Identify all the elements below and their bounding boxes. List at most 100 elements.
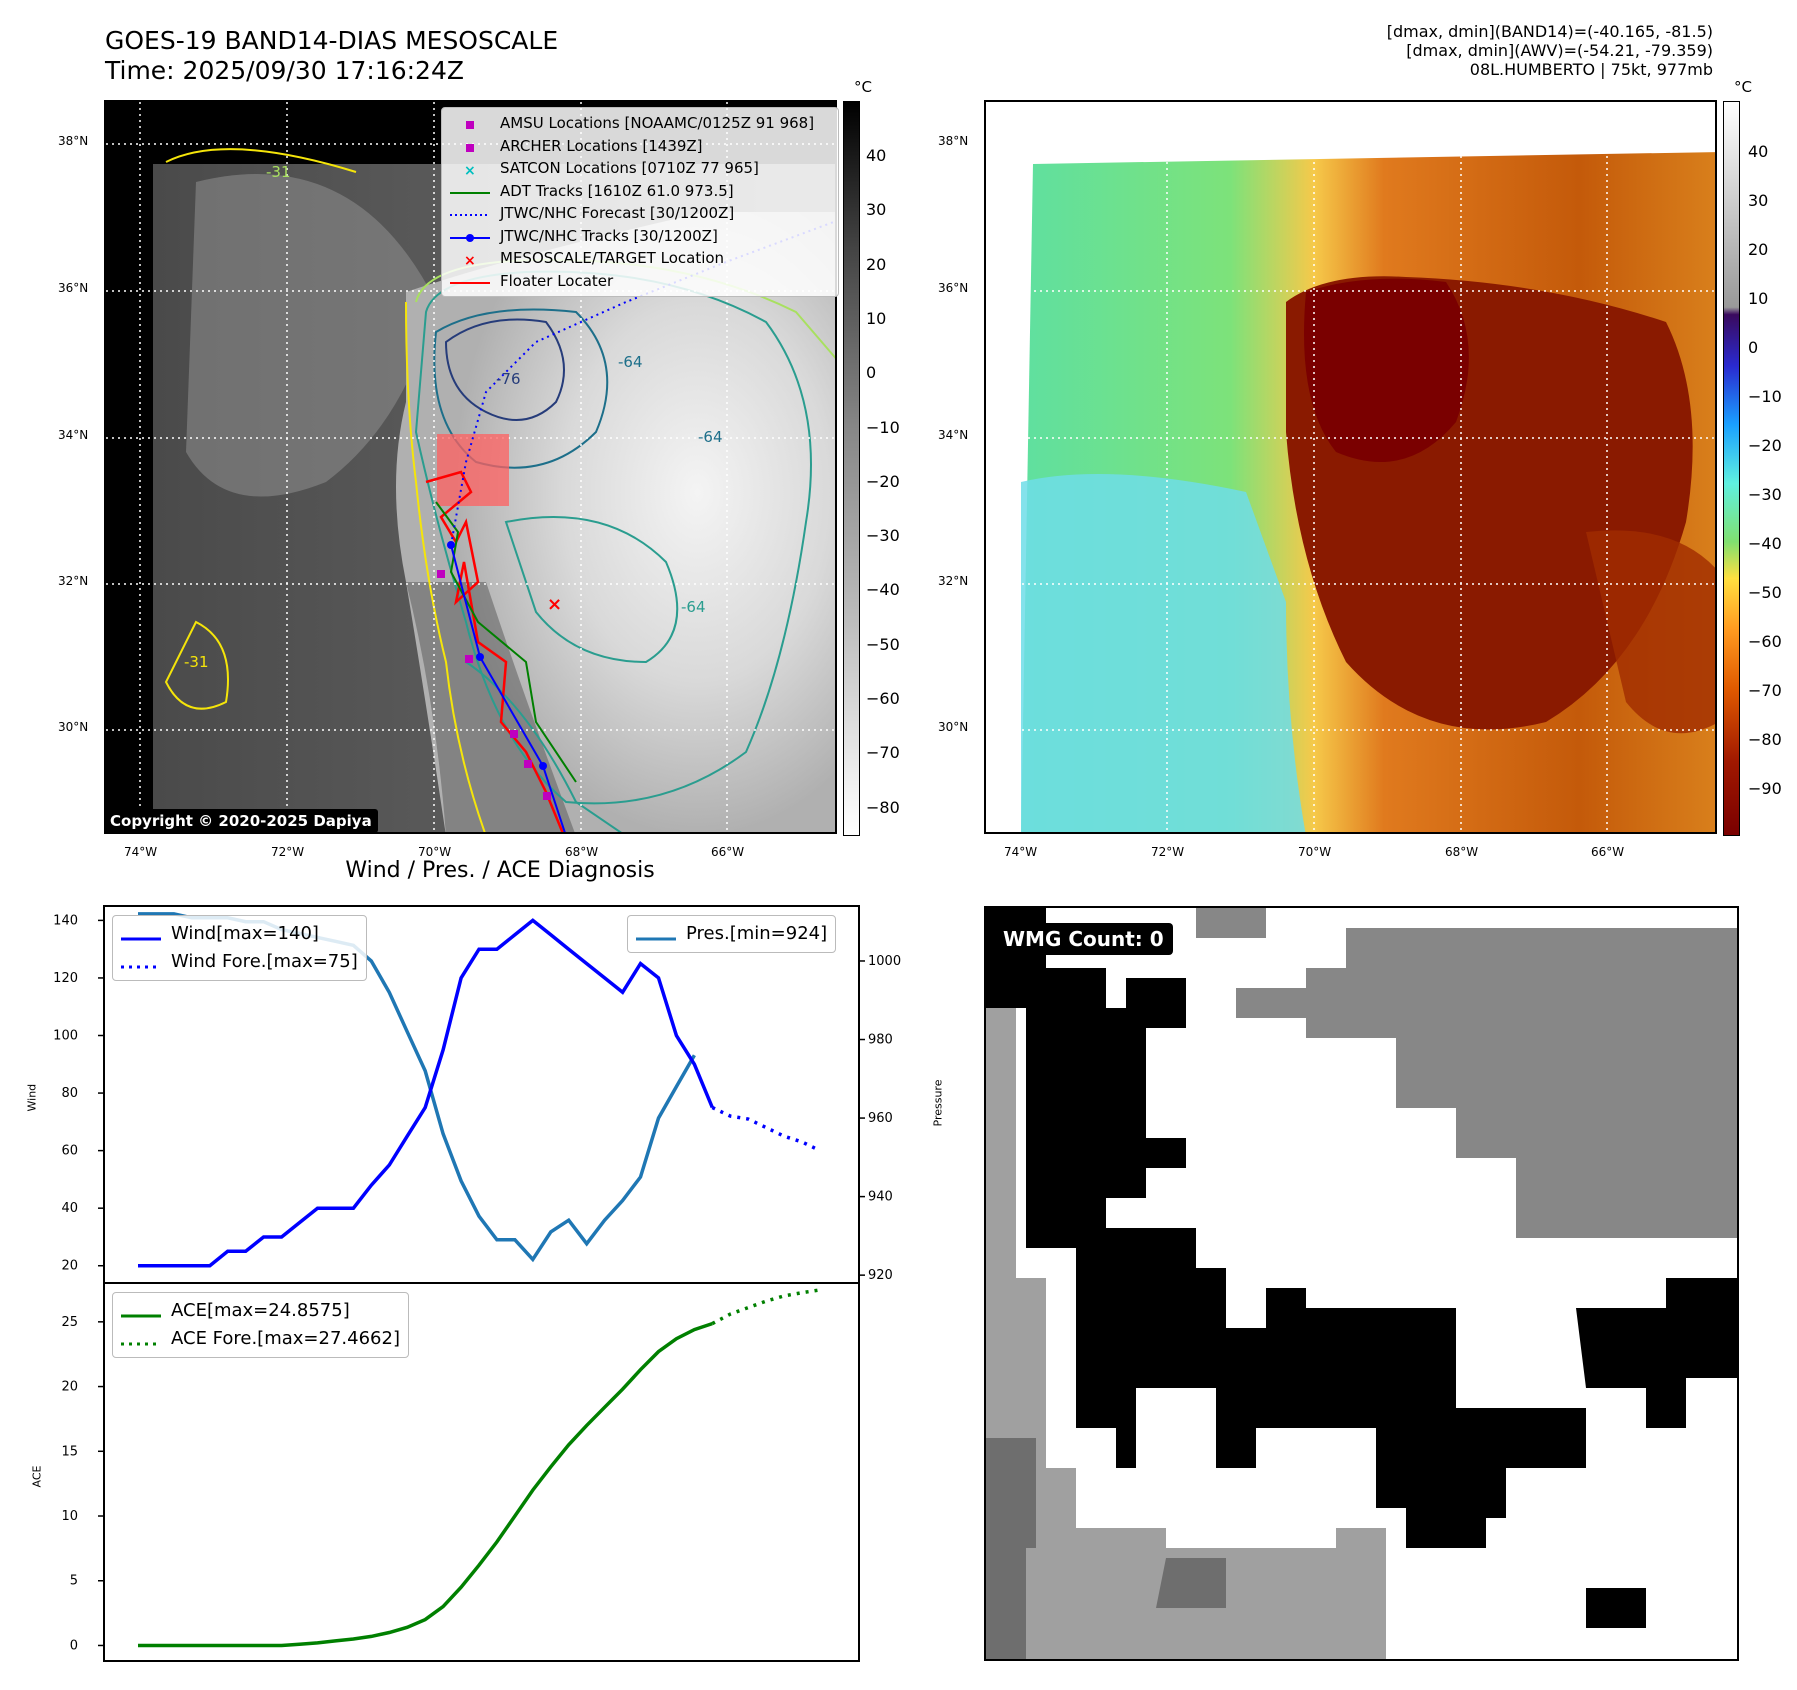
colorbar-tick-label: 0 xyxy=(866,363,877,383)
floater-locater-track xyxy=(425,470,564,832)
colorbar-tick-label: −20 xyxy=(1748,436,1782,455)
lon-label: 72°W xyxy=(271,845,305,859)
pressure-tick-label: 940 xyxy=(868,1190,893,1205)
wind-tick-label: 40 xyxy=(61,1201,78,1216)
lat-label: 32°N xyxy=(938,574,969,588)
lon-label: 68°W xyxy=(565,845,599,859)
legend-item: ARCHER Locations [1439Z] xyxy=(450,135,830,158)
contour-label: -64 xyxy=(698,428,723,446)
wmg-image xyxy=(986,908,1737,1659)
colorbar-tick-label: −60 xyxy=(1748,632,1782,651)
legend-item: Wind[max=140] xyxy=(121,923,319,944)
colorbar-tick-label: −70 xyxy=(1748,681,1782,700)
jtwc-forecast-track xyxy=(450,220,835,546)
svg-text:×: × xyxy=(464,163,476,177)
lon-label: 70°W xyxy=(1298,845,1332,859)
wind-tick-label: 20 xyxy=(61,1259,78,1274)
wind-tick-label: 100 xyxy=(53,1029,78,1044)
lat-label: 36°N xyxy=(938,281,969,295)
legend-item: AMSU Locations [NOAAMC/0125Z 91 968] xyxy=(450,112,830,135)
info-line-2: [dmax, dmin](AWV)=(-54.21, -79.359) xyxy=(1406,41,1713,60)
wind-tick-label: 80 xyxy=(61,1086,78,1101)
colorbar-tick-label: 30 xyxy=(1748,191,1769,210)
title-line-1: GOES-19 BAND14-DIAS MESOSCALE xyxy=(105,26,559,55)
wind-forecast-line xyxy=(711,1105,821,1153)
ace-tick-label: 20 xyxy=(61,1380,78,1395)
wmg-panel xyxy=(984,906,1739,1661)
lon-label: 70°W xyxy=(418,845,452,859)
lat-label: 30°N xyxy=(58,720,89,734)
awv-map-panel xyxy=(984,100,1717,834)
legend-item: JTWC/NHC Tracks [30/1200Z] xyxy=(450,225,830,248)
lat-label: 32°N xyxy=(58,574,89,588)
svg-text:×: × xyxy=(547,594,562,615)
colorbar-left-unit: °C xyxy=(854,78,872,96)
mesoscale-target-box xyxy=(437,434,509,506)
pressure-legend: Pres.[min=924] xyxy=(627,915,837,953)
wind-tick-label: 60 xyxy=(61,1144,78,1159)
legend-item: ACE Fore.[max=27.4662] xyxy=(121,1328,400,1349)
lon-label: 68°W xyxy=(1445,845,1479,859)
colorbar-tick-label: 10 xyxy=(1748,289,1769,308)
colorbar-tick-label: −30 xyxy=(1748,485,1782,504)
contour-label: -64 xyxy=(681,598,706,616)
title-line-2: Time: 2025/09/30 17:16:24Z xyxy=(105,56,464,85)
colorbar-tick-label: −50 xyxy=(1748,583,1782,602)
lon-label: 72°W xyxy=(1151,845,1185,859)
wmg-count-badge: WMG Count: 0 xyxy=(994,923,1173,955)
colorbar-tick-label: −70 xyxy=(866,743,900,763)
colorbar-left xyxy=(843,101,860,836)
awv-map-image xyxy=(986,102,1715,832)
contour-label: -64 xyxy=(618,353,643,371)
svg-text:×: × xyxy=(464,253,476,267)
adt-track xyxy=(435,501,577,783)
jtwc-track xyxy=(450,544,566,832)
legend-item: JTWC/NHC Forecast [30/1200Z] xyxy=(450,204,735,222)
diagnosis-title: Wind / Pres. / ACE Diagnosis xyxy=(345,858,655,883)
ace-series-line xyxy=(138,1321,713,1648)
ace-tick-label: 15 xyxy=(61,1444,78,1459)
lat-label: 34°N xyxy=(938,428,969,442)
colorbar-tick-label: −10 xyxy=(1748,387,1782,406)
ace-tick-label: 10 xyxy=(61,1509,78,1524)
colorbar-tick-label: 30 xyxy=(866,200,887,220)
ace-tick-label: 5 xyxy=(70,1574,78,1589)
info-block: [dmax, dmin](BAND14)=(-40.165, -81.5) [d… xyxy=(1387,22,1713,79)
ace-forecast-line xyxy=(711,1288,821,1326)
colorbar-right xyxy=(1723,101,1740,836)
lon-label: 66°W xyxy=(1591,845,1625,859)
info-line-3: 08L.HUMBERTO | 75kt, 977mb xyxy=(1469,60,1713,79)
colorbar-tick-label: −20 xyxy=(866,471,900,491)
pressure-tick-label: 1000 xyxy=(868,954,901,969)
colorbar-tick-label: 0 xyxy=(1748,338,1759,357)
map-legend: AMSU Locations [NOAAMC/0125Z 91 968] ARC… xyxy=(441,107,839,297)
legend-item: × SATCON Locations [0710Z 77 965] xyxy=(464,159,759,179)
colorbar-tick-label: −90 xyxy=(1748,779,1782,798)
lat-label: 30°N xyxy=(938,720,969,734)
info-line-1: [dmax, dmin](BAND14)=(-40.165, -81.5) xyxy=(1386,22,1713,41)
colorbar-tick-label: −40 xyxy=(866,580,900,600)
figure-title: GOES-19 BAND14-DIAS MESOSCALE Time: 2025… xyxy=(105,26,558,86)
pressure-tick-label: 980 xyxy=(868,1033,893,1048)
lat-label: 38°N xyxy=(58,134,89,148)
legend-item: Floater Locater xyxy=(450,271,614,290)
colorbar-tick-label: 20 xyxy=(1748,240,1769,259)
pressure-tick-label: 920 xyxy=(868,1268,893,1283)
colorbar-tick-label: −80 xyxy=(1748,730,1782,749)
wind-axis-label: Wind xyxy=(25,1083,39,1112)
colorbar-tick-label: −10 xyxy=(866,417,900,437)
copyright-label: Copyright © 2020-2025 Dapiya xyxy=(104,809,378,833)
contour-label: -31 xyxy=(266,163,291,181)
ace-tick-label: 25 xyxy=(61,1315,78,1330)
colorbar-tick-label: 40 xyxy=(1748,142,1769,161)
colorbar-tick-label: 10 xyxy=(866,308,887,328)
legend-item: Wind Fore.[max=75] xyxy=(121,951,358,972)
contour-label: -31 xyxy=(184,653,209,671)
lat-label: 38°N xyxy=(938,134,969,148)
colorbar-tick-label: −80 xyxy=(866,797,900,817)
lon-label: 74°W xyxy=(124,845,158,859)
colorbar-right-unit: °C xyxy=(1734,78,1752,96)
ace-legend: ACE[max=24.8575] ACE Fore.[max=27.4662] xyxy=(112,1292,409,1358)
colorbar-tick-label: −30 xyxy=(866,526,900,546)
